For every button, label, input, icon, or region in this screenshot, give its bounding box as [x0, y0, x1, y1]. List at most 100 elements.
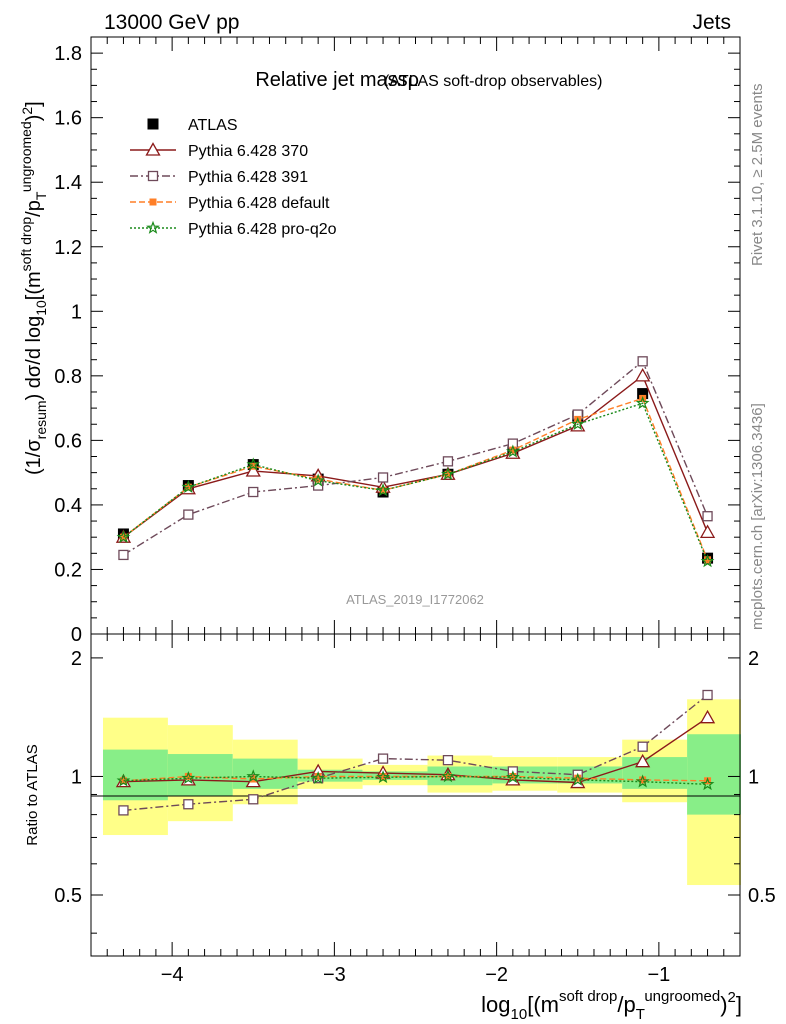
- data-point: [570, 417, 585, 431]
- series-pythia-6-428-370: [115, 368, 716, 543]
- main-series-group: [115, 356, 716, 568]
- ratio-y-tick-label-right: 1: [748, 766, 759, 788]
- data-point: [635, 368, 651, 382]
- ratio-data-point: [311, 770, 326, 785]
- legend-marker: [147, 118, 159, 130]
- series-line: [123, 360, 709, 556]
- y-tick-label: 0.8: [54, 366, 82, 388]
- chart-title: Relative jet massρ: [255, 69, 419, 91]
- ratio-data-point: [116, 773, 131, 787]
- uncertainty-band-inner: [297, 769, 363, 782]
- series-line: [123, 402, 709, 562]
- main-y-axis-label: (1/σresum) dσ/d log10[(msoft drop/pTungr…: [18, 101, 49, 475]
- data-point: [699, 524, 716, 538]
- ratio-y-tick-label: 0.5: [54, 885, 82, 907]
- rivet-version-label: Rivet 3.1.10, ≥ 2.5M events: [749, 84, 766, 267]
- uncertainty-band-inner: [167, 754, 233, 797]
- data-point: [637, 356, 648, 367]
- data-point: [181, 479, 196, 494]
- data-point: [704, 556, 712, 564]
- y-tick-label: 1: [71, 301, 82, 323]
- ratio-x-axis: −4 −3 −2 −1: [90, 634, 741, 986]
- series-atlas: [117, 388, 714, 564]
- ratio-data-point: [379, 772, 387, 780]
- y-tick-label: 0.4: [54, 495, 82, 517]
- legend-label: ATLAS: [188, 117, 238, 134]
- legend: ATLAS Pythia 6.428 370 Pythia 6.428 391 Pyt…: [130, 117, 337, 238]
- header-energy-label: 13000 GeV pp: [104, 11, 239, 34]
- band-mask: [741, 634, 786, 956]
- legend-entry: ATLAS: [147, 117, 238, 134]
- ratio-data-point: [181, 770, 196, 785]
- data-point: [116, 529, 131, 544]
- ratio-data-point: [635, 753, 651, 768]
- ratio-data-point: [700, 777, 715, 791]
- ratio-data-point: [442, 755, 454, 766]
- legend-marker: [147, 170, 159, 182]
- data-point: [637, 388, 649, 400]
- data-point: [700, 554, 715, 568]
- y-tick-label: 0.2: [54, 559, 82, 581]
- data-point: [505, 444, 520, 458]
- ratio-data-point: [246, 769, 261, 783]
- uncertainty-band-inner: [103, 749, 168, 801]
- legend-entry: Pythia 6.428 pro-q2o: [130, 220, 337, 238]
- data-point: [248, 486, 259, 498]
- data-point: [311, 473, 326, 487]
- mcplots-reference-label: mcplots.cern.ch [arXiv:1306.3436]: [749, 403, 766, 630]
- y-tick-label: 1.8: [54, 43, 82, 65]
- main-x-ticks: [90, 37, 741, 634]
- ratio-data-point: [441, 769, 455, 783]
- x-tick-label: −3: [323, 964, 346, 986]
- ratio-y-tick-label-right: 2: [748, 648, 759, 670]
- ratio-uncertainty-bands: [103, 634, 786, 956]
- legend-marker: [145, 142, 161, 156]
- uncertainty-band-inner: [232, 758, 298, 789]
- data-point: [245, 463, 261, 477]
- series-pythia-6-428-pro-q2o: [116, 396, 715, 568]
- data-point: [246, 457, 261, 471]
- ratio-series-line: [123, 694, 708, 812]
- legend-entry: Pythia 6.428 370: [130, 142, 308, 160]
- ratio-y-axis: 0.5 0.5 1 1 2 2: [54, 648, 776, 934]
- ratio-series-line: [123, 717, 708, 784]
- y-tick-label: 0.6: [54, 430, 82, 452]
- chart-subtitle: (ATLAS soft-drop observables): [384, 73, 602, 90]
- data-point: [118, 549, 129, 561]
- ratio-data-point: [574, 774, 582, 782]
- series-line: [123, 374, 709, 538]
- y-tick-label: 1.6: [54, 108, 82, 130]
- y-tick-label: 1.4: [54, 172, 82, 194]
- data-point: [379, 486, 387, 494]
- legend-marker: [146, 220, 160, 234]
- ratio-data-point: [637, 741, 648, 752]
- x-tick-label: −4: [161, 964, 184, 986]
- ratio-data-point: [509, 772, 517, 780]
- ratio-series-pythia-6-428-pro-q2o: [116, 769, 715, 791]
- x-tick-label: −2: [485, 964, 508, 986]
- ratio-data-point: [248, 794, 259, 805]
- ratio-y-tick-label: 2: [71, 648, 82, 670]
- legend-label: Pythia 6.428 pro-q2o: [188, 221, 337, 238]
- series-pythia-6-428-default: [119, 394, 712, 564]
- data-point: [635, 396, 650, 410]
- x-tick-label: −1: [647, 964, 670, 986]
- data-point: [376, 483, 390, 497]
- main-panel: 0 0.2 0.4 0.6 0.8 1 1.2 1.4 1.6 1.8 Relative jet …: [54, 36, 741, 646]
- ratio-data-point: [505, 770, 520, 784]
- legend-entry: Pythia 6.428 391: [130, 169, 308, 186]
- ratio-data-point: [184, 772, 192, 780]
- data-point: [442, 456, 454, 467]
- series-line: [123, 397, 709, 561]
- uncertainty-band-inner: [362, 771, 428, 780]
- ratio-data-point: [702, 689, 713, 701]
- data-point: [702, 511, 713, 522]
- ratio-data-point: [118, 805, 129, 816]
- ratio-data-point: [119, 777, 127, 785]
- main-y-axis: 0 0.2 0.4 0.6 0.8 1 1.2 1.4 1.6 1.8: [54, 43, 740, 646]
- header-process-label: Jets: [692, 11, 731, 34]
- ratio-data-point: [639, 776, 647, 784]
- ratio-data-point: [183, 799, 194, 810]
- legend-entry: Pythia 6.428 default: [130, 195, 330, 212]
